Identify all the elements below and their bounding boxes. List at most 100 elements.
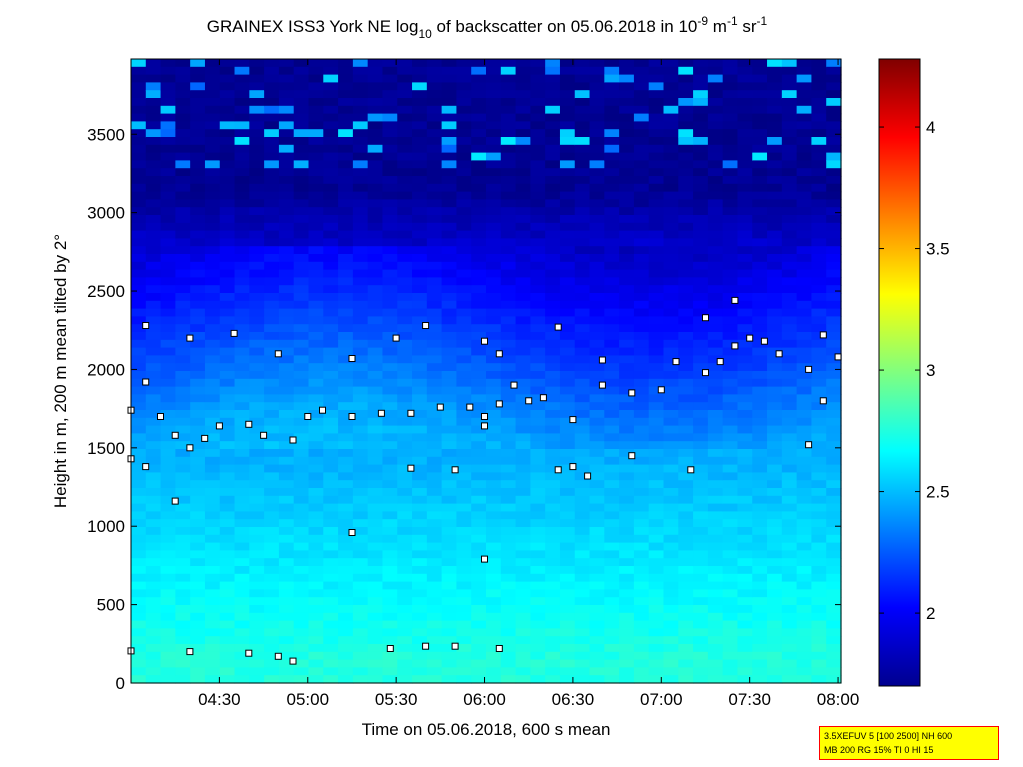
heatmap-cell [589, 238, 605, 247]
heatmap-cell [678, 589, 694, 598]
heatmap-cell [663, 160, 679, 169]
heatmap-cell [515, 651, 531, 661]
heatmap-cell [278, 433, 295, 442]
heatmap-cell [530, 667, 546, 676]
heatmap-cell [604, 441, 620, 450]
heatmap-cell [767, 363, 783, 372]
heatmap-cell [278, 121, 295, 130]
heatmap-cell [781, 589, 798, 598]
heatmap-cell [559, 620, 576, 629]
heatmap-cell [604, 347, 620, 356]
heatmap-cell [767, 160, 783, 169]
heatmap-cell [471, 324, 487, 333]
heatmap-cell [456, 394, 472, 403]
heatmap-cell [752, 191, 768, 200]
heatmap-cell [722, 82, 739, 91]
heatmap-cell [545, 449, 561, 458]
heatmap-cell [663, 651, 679, 661]
heatmap-cell [456, 402, 472, 411]
heatmap-cell [426, 573, 443, 583]
heatmap-cell [382, 98, 398, 107]
heatmap-cell [767, 542, 783, 551]
heatmap-cell [426, 644, 443, 653]
heatmap-cell [559, 472, 576, 481]
heatmap-cell [264, 183, 280, 193]
heatmap-cell [264, 160, 280, 169]
heatmap-cell [190, 488, 206, 497]
heatmap-cell [264, 378, 280, 388]
heatmap-cell [352, 74, 369, 83]
heatmap-cell [604, 472, 620, 481]
heatmap-cell [781, 238, 798, 247]
heatmap-cell [278, 456, 295, 466]
heatmap-cell [471, 59, 487, 68]
heatmap-cell [412, 620, 428, 629]
heatmap-cell [471, 605, 487, 614]
heatmap-cell [633, 332, 650, 341]
heatmap-cell [648, 573, 665, 583]
heatmap-cell [545, 238, 561, 247]
heatmap-cell [707, 222, 724, 232]
heatmap-cell [352, 566, 369, 575]
heatmap-cell [323, 581, 339, 590]
heatmap-cell [693, 620, 709, 629]
heatmap-cell [264, 597, 280, 606]
heatmap-cell [530, 410, 546, 419]
heatmap-cell [204, 74, 221, 83]
heatmap-cell [693, 589, 709, 598]
heatmap-cell [471, 488, 487, 497]
heatmap-cell [264, 550, 280, 559]
heatmap-cell [781, 605, 798, 614]
heatmap-cell [441, 433, 458, 442]
heatmap-cell [190, 59, 206, 68]
heatmap-cell [678, 152, 694, 161]
heatmap-cell [811, 347, 827, 356]
heatmap-cell [352, 402, 369, 411]
heatmap-cell [574, 511, 591, 520]
heatmap-cell [693, 98, 709, 107]
heatmap-cell [278, 449, 295, 458]
heatmap-cell [175, 378, 191, 388]
heatmap-cell [752, 659, 768, 668]
heatmap-cell [619, 573, 635, 583]
heatmap-cell [293, 339, 310, 349]
heatmap-cell [767, 464, 783, 473]
heatmap-cell [456, 417, 472, 427]
heatmap-cell [693, 488, 709, 497]
heatmap-cell [796, 636, 813, 645]
heatmap-cell [530, 651, 546, 661]
heatmap-cell [752, 121, 768, 130]
heatmap-cell [338, 347, 354, 356]
heatmap-cell [500, 558, 517, 567]
heatmap-cell [160, 605, 176, 614]
heatmap-cell [826, 667, 842, 676]
heatmap-cell [308, 456, 324, 466]
heatmap-cell [633, 300, 650, 310]
heatmap-cell [663, 339, 679, 349]
heatmap-cell [175, 589, 191, 598]
heatmap-cell [323, 659, 339, 668]
heatmap-cell [663, 472, 679, 481]
heatmap-cell [412, 215, 428, 224]
heatmap-cell [752, 511, 768, 520]
heatmap-cell [323, 269, 339, 278]
heatmap-cell [204, 644, 221, 653]
heatmap-cell [604, 566, 620, 575]
heatmap-cell [382, 612, 398, 622]
heatmap-cell [249, 488, 265, 497]
heatmap-cell [338, 667, 354, 676]
heatmap-cell [426, 495, 443, 505]
heatmap-cell [752, 612, 768, 622]
heatmap-cell [160, 183, 176, 193]
heatmap-cell [367, 417, 384, 427]
heatmap-cell [574, 503, 591, 512]
heatmap-cell [574, 254, 591, 263]
heatmap-cell [131, 144, 147, 154]
heatmap-cell [559, 238, 576, 247]
heatmap-cell [767, 534, 783, 544]
heatmap-cell [633, 324, 650, 333]
heatmap-cell [574, 620, 591, 629]
heatmap-cell [648, 550, 665, 559]
heatmap-cell [619, 316, 635, 325]
heatmap-cell [693, 464, 709, 473]
